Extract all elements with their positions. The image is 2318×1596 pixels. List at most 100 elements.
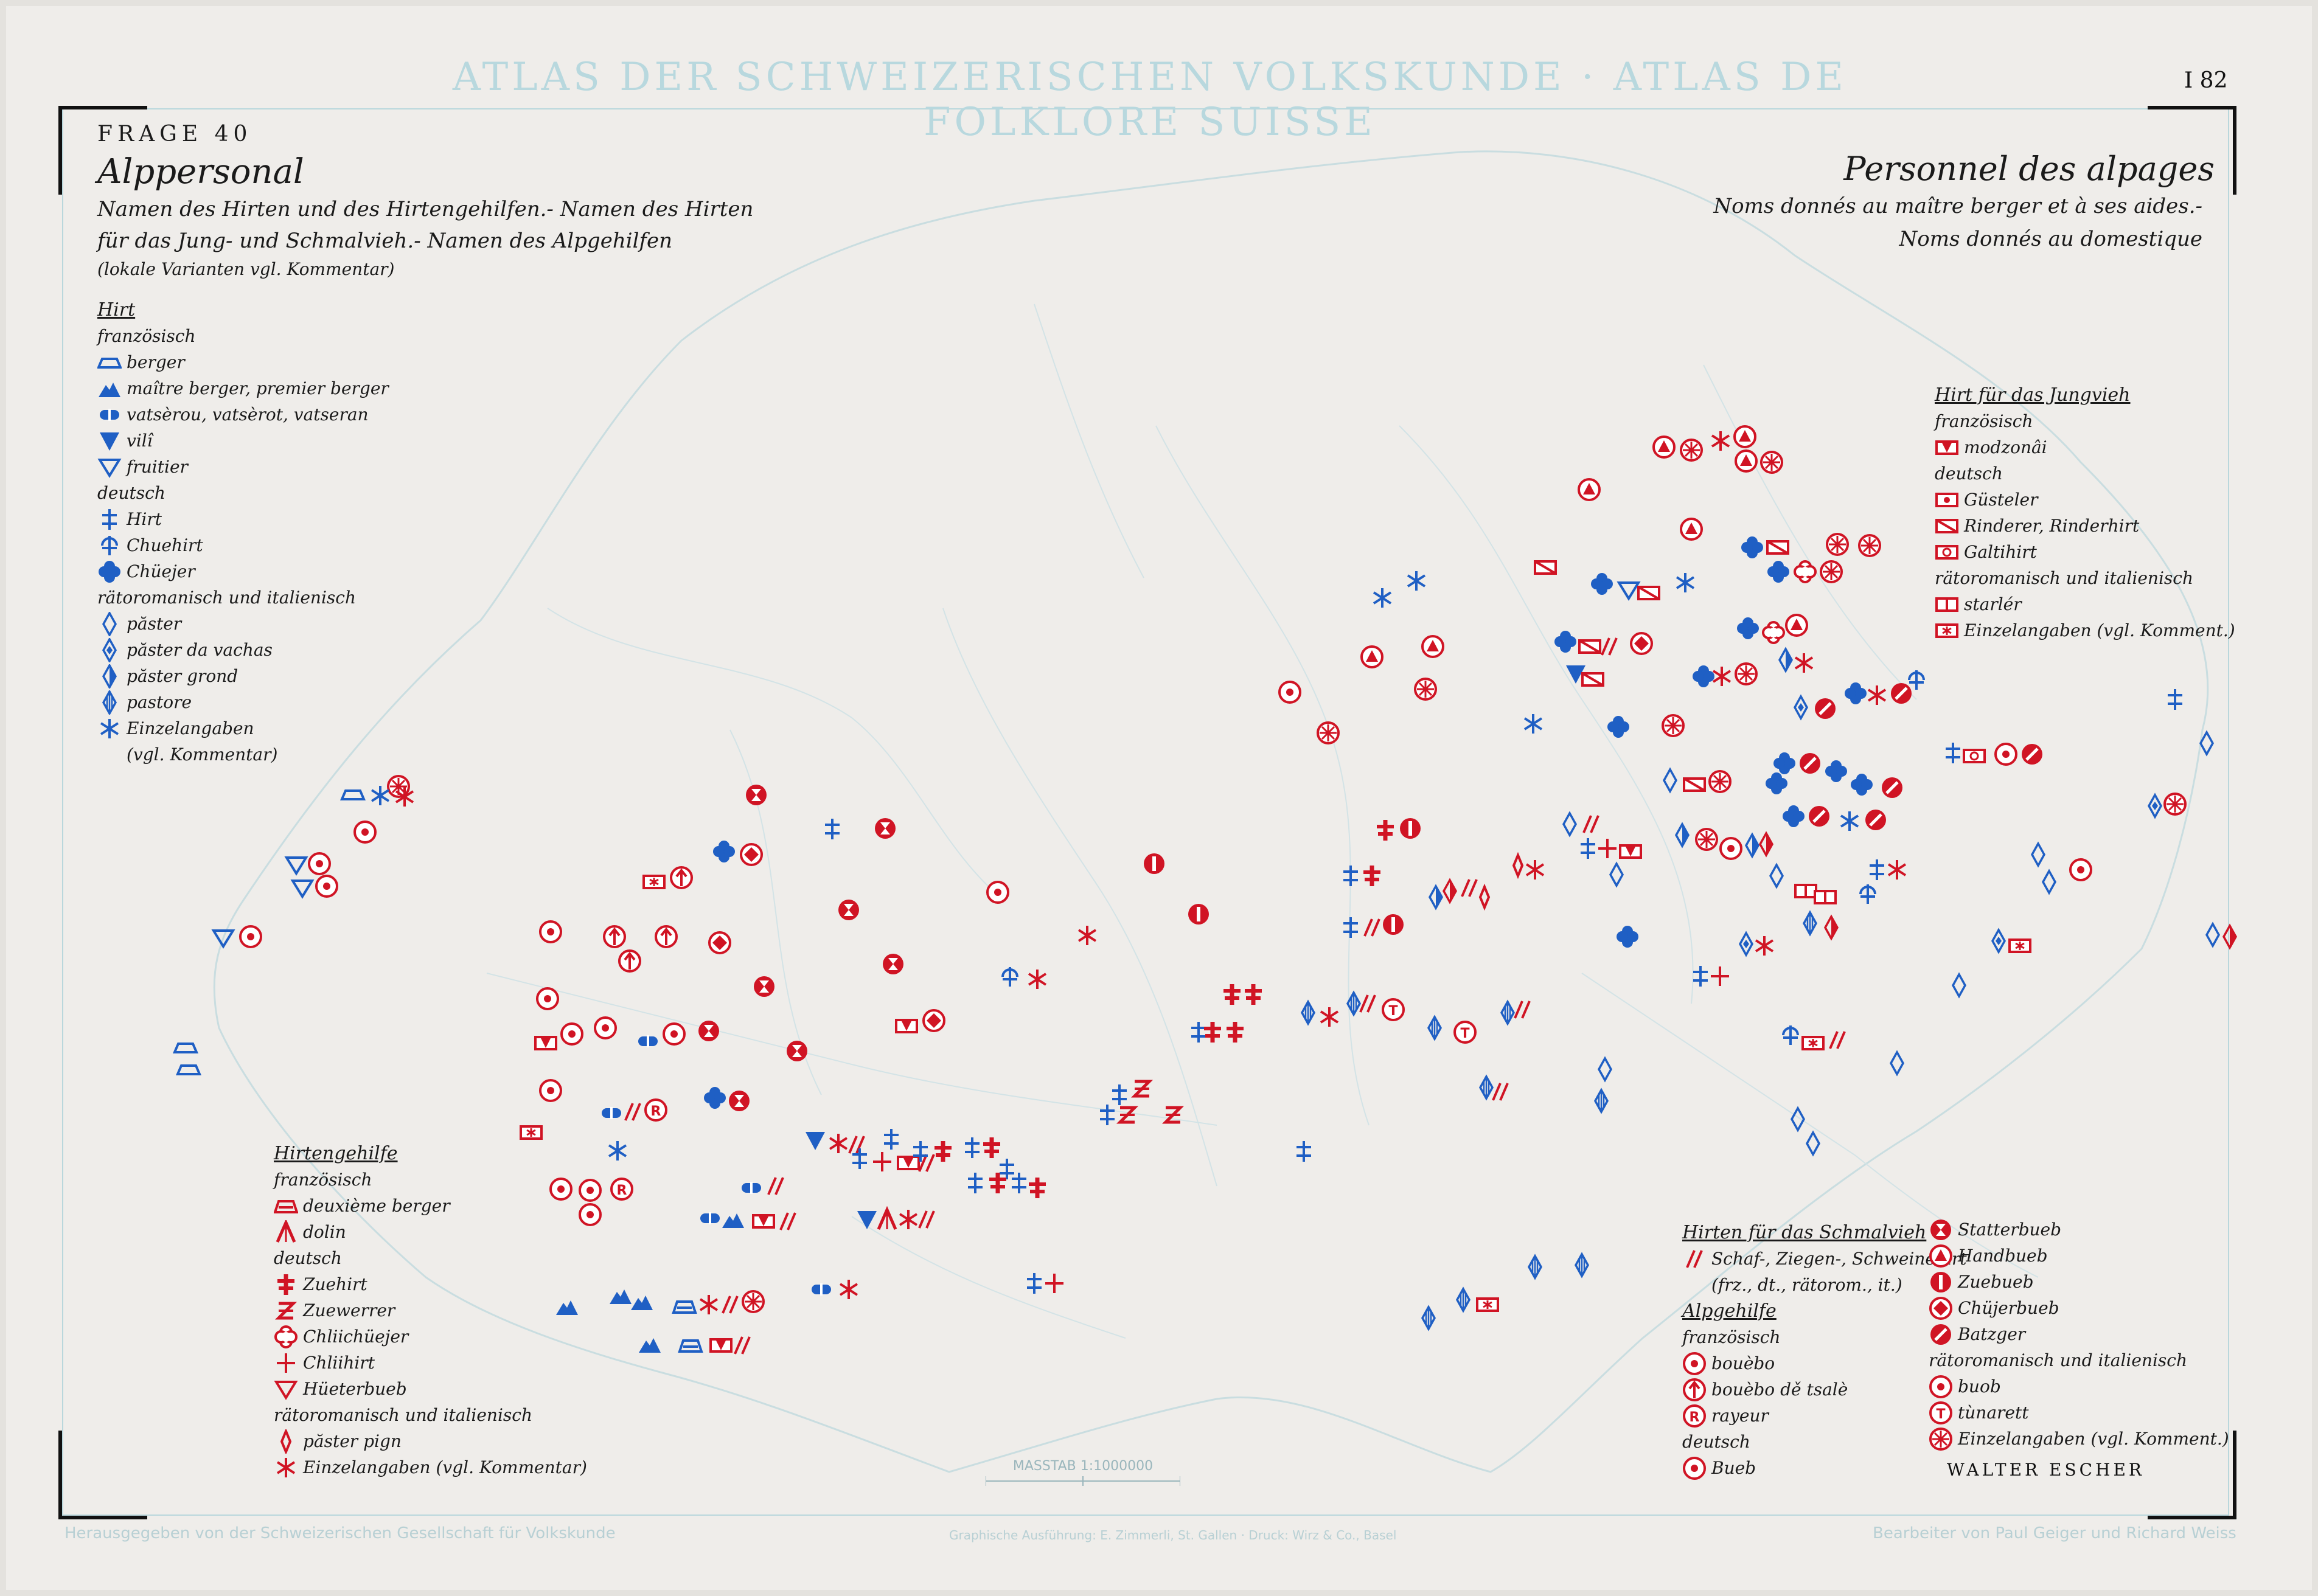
diamond-half-marker (1428, 884, 1444, 911)
double-cross-marker (968, 1173, 983, 1193)
frame-corner-tr (2148, 106, 2236, 195)
footer-printer: Graphische Ausführung: E. Zimmerli, St. … (949, 1528, 1397, 1542)
circle-hourglass-marker (729, 1091, 750, 1111)
circle-wheel-marker (742, 1290, 765, 1313)
circle-dot-marker (579, 1203, 602, 1226)
box-bar-icon (1935, 597, 1958, 612)
plus-icon (277, 1353, 295, 1373)
clover-marker (713, 841, 735, 862)
subtitle-french: Noms donnés au maître berger et à ses ai… (1713, 194, 2202, 251)
frame-corner-bl (58, 1431, 147, 1519)
legend-alpgehilfe-2: Statterbueb Handbueb Zuebueb Chüjerbueb … (1929, 1216, 2229, 1452)
circle-slash-marker (2022, 744, 2042, 765)
circle-dot-marker (594, 1016, 617, 1039)
legend-item: vilî (97, 428, 389, 454)
circle-dot-icon (1683, 1351, 1706, 1375)
legend-item: Chuehirt (97, 532, 389, 558)
cross-arc-marker (1908, 670, 1925, 690)
sheet-number: I 82 (2184, 68, 2228, 93)
svg-text:R: R (617, 1183, 627, 1198)
legend-item: Chliihirt (274, 1350, 587, 1376)
legend-item: starlér (1935, 591, 2235, 617)
legend-group-label: französisch (97, 326, 196, 346)
diamond-hatch-marker (1427, 1015, 1443, 1041)
double-cross-marker (1870, 859, 1884, 880)
circle-diamond-marker (708, 931, 731, 954)
z-bar-marker (1116, 1106, 1139, 1124)
legend-item: Rinderer, Rinderhirt (1935, 513, 2235, 539)
map-sheet (6, 6, 2312, 1590)
asterisk-marker (899, 1210, 918, 1229)
link-marker (812, 1283, 831, 1296)
box-bar-marker (1814, 890, 1837, 904)
circle-r-marker: R (610, 1178, 633, 1201)
cross-arc-marker (1859, 884, 1876, 904)
circle-slash-marker (1809, 806, 1829, 827)
diamond-dot-marker (2147, 793, 2163, 819)
clover-marker (1766, 772, 1787, 794)
mountain-marker (631, 1296, 653, 1310)
circle-triangle-marker (1421, 635, 1444, 658)
z-bar-marker (1161, 1106, 1185, 1124)
link-marker (602, 1107, 621, 1119)
diamond-marker (1609, 861, 1624, 888)
legend-item: Einzelangaben (vgl. Kommentar) (274, 1454, 587, 1480)
asterisk-marker (608, 1141, 627, 1161)
scallop-circle-marker (1762, 621, 1785, 644)
scale-ruler (985, 1476, 1181, 1486)
svg-text:T: T (1388, 1004, 1397, 1019)
asterisk-marker (1525, 860, 1545, 880)
box-bar-marker (1794, 884, 1817, 898)
legend-group-label: rätoromanisch und italienisch (1935, 568, 2193, 588)
legend-item: berger (97, 349, 389, 375)
box-slash-marker (1766, 540, 1789, 555)
double-slash-marker (848, 1136, 865, 1154)
mountain-marker (556, 1300, 578, 1315)
bold-cross-marker (1363, 866, 1380, 886)
circle-arrow-marker (655, 925, 678, 948)
asterisk-marker (1755, 936, 1774, 956)
circle-arrow-marker (618, 949, 641, 973)
legend-item: Einzelangaben (vgl. Komment.) (1929, 1426, 2229, 1452)
circle-dot-marker (539, 920, 562, 943)
question-number: FRAGE 40 (97, 122, 252, 147)
bold-cross-marker (1029, 1178, 1046, 1198)
legend-hirtengehilfe: Hirtengehilfe französisch deuxième berger… (274, 1140, 587, 1480)
cross-arc-marker (1782, 1025, 1799, 1045)
clover-marker (1607, 716, 1629, 738)
bold-cross-marker (1223, 984, 1241, 1005)
circle-hourglass-marker (838, 900, 859, 920)
circle-wheel-marker (1760, 451, 1783, 474)
legend-group-label: deutsch (1682, 1432, 1750, 1452)
circle-wheel-marker (1858, 534, 1881, 557)
bold-cross-marker (935, 1141, 952, 1162)
lozenge-marker (1478, 883, 1491, 911)
diamond-hatch-marker (1421, 1305, 1436, 1331)
box-v-marker (897, 1156, 920, 1170)
circle-triangle-icon (1929, 1244, 1952, 1268)
circle-hourglass-marker (875, 818, 896, 839)
link-marker (638, 1035, 658, 1047)
box-slash-icon (1935, 518, 1958, 533)
asterisk-marker (1523, 714, 1543, 734)
filled-triangle-down-marker (806, 1132, 825, 1150)
legend-heading: Hirt (97, 299, 136, 321)
triangle-down-icon (97, 458, 122, 478)
clover-marker (1825, 760, 1847, 782)
legend-item: Chüjerbueb (1929, 1295, 2229, 1321)
double-cross-marker (825, 819, 840, 839)
circle-triangle-marker (1652, 435, 1676, 459)
diamond-dot-icon (102, 637, 117, 662)
double-cross-marker (1946, 743, 1960, 763)
diamond-hatch-marker (1593, 1088, 1609, 1114)
legend-group-label: französisch (1935, 411, 2033, 431)
box-v-marker (895, 1019, 918, 1033)
double-cross-marker (1100, 1105, 1115, 1125)
atlas-banner: ATLAS DER SCHWEIZERISCHEN VOLKSKUNDE · A… (452, 55, 1848, 145)
mountain-icon (99, 382, 120, 397)
cross-arc-icon (101, 535, 118, 555)
circle-dot-marker (315, 875, 338, 898)
double-cross-marker (913, 1141, 928, 1162)
circle-dot-marker (1278, 681, 1301, 704)
double-cross-marker (852, 1148, 867, 1169)
